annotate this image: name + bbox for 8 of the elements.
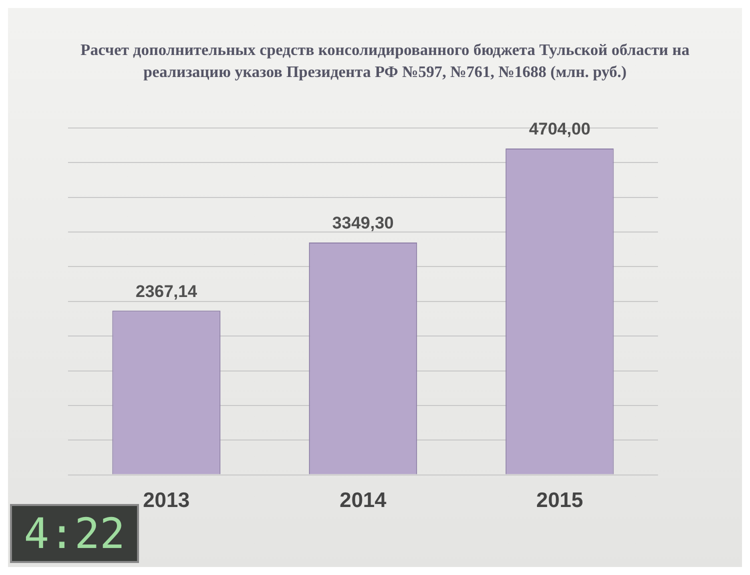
data-label: 3349,30 — [332, 214, 394, 233]
data-label: 2367,14 — [136, 282, 198, 301]
x-tick-label: 2013 — [142, 489, 190, 512]
chart-title: Расчет дополнительных средств консолидированного бюджета Тульской области на реализацию указов Президента РФ №597, №761, №1688 (млн. руб.) — [80, 41, 690, 83]
text: 4:22 — [10, 504, 139, 563]
x-tick-label: 2014 — [340, 489, 387, 512]
x-tick-label: 2015 — [536, 489, 584, 512]
data-label: 4704,00 — [528, 120, 590, 139]
